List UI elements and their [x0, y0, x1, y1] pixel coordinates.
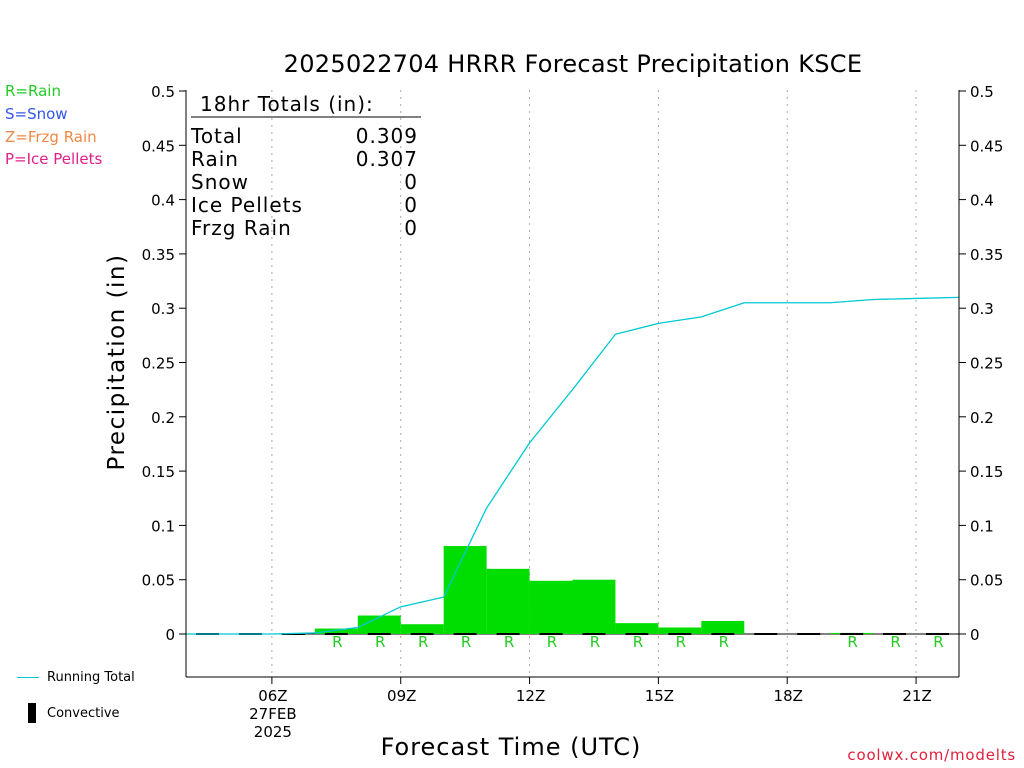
y-tick-label-left: 0.2	[151, 409, 175, 427]
chart-title: 2025022704 HRRR Forecast Precipitation K…	[283, 50, 863, 78]
rain-bar	[314, 628, 358, 634]
precip-type-marker: R	[418, 633, 428, 651]
x-tick-sublabel: 27FEB	[249, 705, 296, 723]
y-tick-label-left: 0.25	[142, 355, 175, 373]
precip-type-marker: R	[504, 633, 514, 651]
y-tick-label-left: 0.15	[142, 463, 175, 481]
y-tick-label-left: 0.35	[142, 246, 175, 264]
y-tick-label-right: 0.4	[970, 192, 994, 210]
running-total-legend-line	[17, 677, 39, 678]
totals-row-label: Ice Pellets	[191, 193, 303, 217]
x-tick-label: 18Z	[774, 687, 803, 705]
precip-type-marker: R	[933, 633, 943, 651]
legend-snow: S=Snow	[5, 105, 68, 123]
totals-row-value: 0.307	[356, 147, 418, 171]
x-tick-label: 09Z	[387, 687, 416, 705]
x-tick-label: 06Z	[258, 687, 287, 705]
credit-link[interactable]: coolwx.com/modelts	[847, 746, 1016, 764]
legend-freezing-rain: Z=Frzg Rain	[5, 128, 97, 146]
y-tick-label-left: 0.4	[151, 192, 175, 210]
y-tick-label-right: 0.05	[970, 572, 1003, 590]
y-tick-label-left: 0.45	[142, 137, 175, 155]
legend-ice-pellets: P=Ice Pellets	[5, 150, 103, 168]
y-tick-label-left: 0.1	[151, 517, 175, 535]
rain-bar	[701, 620, 745, 634]
rain-bar	[529, 580, 573, 634]
precip-type-marker: R	[890, 633, 900, 651]
convective-legend-label: Convective	[47, 706, 120, 721]
y-tick-label-right: 0.1	[970, 517, 994, 535]
x-tick-label: 12Z	[516, 687, 545, 705]
precip-type-marker: R	[676, 633, 686, 651]
y-tick-label-left: 0.5	[151, 83, 175, 101]
rain-bar	[443, 546, 487, 634]
x-tick-sublabel: 2025	[254, 723, 292, 741]
precip-type-marker: R	[547, 633, 557, 651]
totals-header: 18hr Totals (in):	[200, 92, 374, 116]
y-tick-label-left: 0.05	[142, 572, 175, 590]
y-tick-label-right: 0.3	[970, 300, 994, 318]
precip-type-marker: R	[590, 633, 600, 651]
y-tick-label-right: 0.35	[970, 246, 1003, 264]
y-tick-label-right: 0.15	[970, 463, 1003, 481]
precip-type-marker: R	[719, 633, 729, 651]
running-total-legend-label: Running Total	[47, 670, 135, 685]
rain-bar	[572, 579, 616, 634]
y-tick-label-right: 0.45	[970, 137, 1003, 155]
totals-row-value: 0.309	[356, 124, 418, 148]
totals-row-label: Snow	[191, 170, 249, 194]
totals-row-value: 0	[404, 170, 418, 194]
precip-type-marker: R	[633, 633, 643, 651]
x-axis-label: Forecast Time (UTC)	[380, 733, 642, 761]
y-tick-label-left: 0	[165, 626, 175, 644]
y-tick-label-right: 0.2	[970, 409, 994, 427]
legend-rain: R=Rain	[5, 82, 61, 100]
precip-type-marker: R	[375, 633, 385, 651]
totals-row-label: Rain	[191, 147, 239, 171]
rain-bar	[357, 615, 401, 634]
y-tick-label-right: 0.25	[970, 355, 1003, 373]
totals-row-value: 0	[404, 216, 418, 240]
precip-type-marker: R	[332, 633, 342, 651]
rain-bar	[400, 624, 444, 634]
rain-bar	[658, 627, 702, 634]
running-total-line	[186, 296, 960, 635]
rain-bar	[486, 568, 530, 634]
y-tick-label-right: 0.5	[970, 83, 994, 101]
y-tick-label-left: 0.3	[151, 300, 175, 318]
totals-row-label: Frzg Rain	[191, 216, 292, 240]
x-tick-label: 15Z	[645, 687, 674, 705]
precip-type-marker: R	[847, 633, 857, 651]
totals-row-value: 0	[404, 193, 418, 217]
totals-row-label: Total	[190, 124, 243, 148]
y-tick-label-right: 0	[970, 626, 980, 644]
x-tick-label: 21Z	[902, 687, 931, 705]
convective-legend-swatch	[28, 703, 36, 723]
rain-bar	[615, 623, 659, 634]
precip-type-marker: R	[461, 633, 471, 651]
